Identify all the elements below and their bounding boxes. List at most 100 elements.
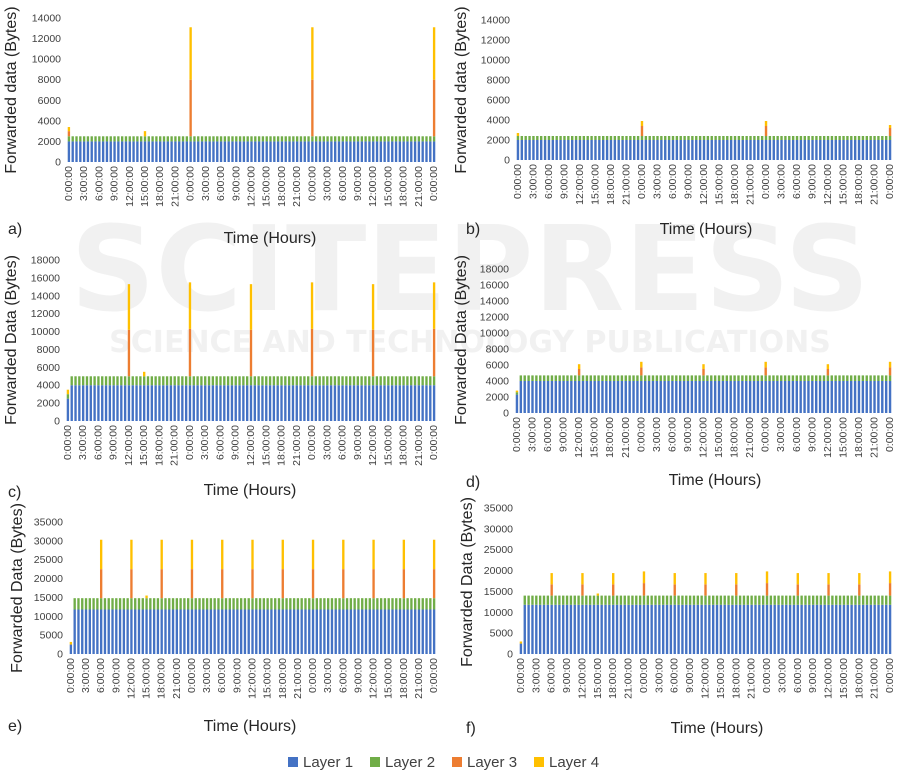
bar-segment-layer2 <box>877 136 880 140</box>
bar-segment-layer3 <box>735 584 738 596</box>
bar-segment-layer1 <box>345 141 348 162</box>
bar-segment-layer1 <box>721 381 725 413</box>
bar-segment-layer2 <box>854 595 857 605</box>
bar-segment-layer2 <box>764 375 767 381</box>
bar-segment-layer2 <box>190 598 194 610</box>
bar-segment-layer2 <box>729 136 733 140</box>
bar-segment-layer2 <box>368 376 371 386</box>
bar-segment-layer2 <box>677 595 680 605</box>
panel-letter: d) <box>466 474 480 491</box>
bar-segment-layer2 <box>246 376 249 386</box>
bar-segment-layer3 <box>188 328 192 377</box>
bar-segment-layer1 <box>773 604 776 654</box>
bar-segment-layer2 <box>410 598 413 610</box>
bar-segment-layer2 <box>523 595 526 605</box>
bar-segment-layer1 <box>660 140 663 160</box>
bar-segment-layer1 <box>605 381 608 413</box>
bar-segment-layer1 <box>842 604 846 654</box>
bar-segment-layer1 <box>604 604 607 654</box>
bar-segment-layer1 <box>593 381 596 413</box>
bar-segment-layer1 <box>627 604 630 654</box>
bar-segment-layer2 <box>266 598 269 610</box>
bar-segment-layer2 <box>704 595 707 605</box>
bar-segment-layer2 <box>231 136 234 142</box>
bar-segment-layer2 <box>869 375 872 381</box>
bar-segment-layer2 <box>261 376 264 386</box>
bar-segment-layer3 <box>160 569 163 599</box>
bar-segment-layer1 <box>881 381 884 413</box>
bar-segment-layer2 <box>717 375 721 381</box>
bar-segment-layer2 <box>288 136 291 142</box>
bar-segment-layer2 <box>398 598 402 610</box>
x-tick-label: 6:00:00 <box>95 658 107 693</box>
bar-segment-layer2 <box>640 136 644 140</box>
bar-segment-layer1 <box>221 609 224 654</box>
bar-segment-layer1 <box>82 141 86 162</box>
bar-segment-layer1 <box>679 140 682 160</box>
bar-segment-layer1 <box>644 140 648 160</box>
bar-segment-layer1 <box>94 141 97 162</box>
bar-segment-layer1 <box>566 381 569 413</box>
bar-segment-layer1 <box>307 385 310 421</box>
panel-letter: a) <box>8 221 22 238</box>
bar-segment-layer1 <box>531 381 534 413</box>
bar-segment-layer2 <box>158 376 161 386</box>
x-tick-label: 0:00:00 <box>306 166 318 201</box>
bar-segment-layer2 <box>768 375 771 381</box>
x-tick-label: 6:00:00 <box>337 166 349 201</box>
x-tick-label: 0:00:00 <box>65 658 77 693</box>
bar-segment-layer2 <box>135 376 138 386</box>
bar-segment-layer1 <box>625 140 628 160</box>
bar-segment-layer1 <box>315 609 318 654</box>
bar-segment-layer2 <box>745 375 748 381</box>
bar-segment-layer2 <box>612 595 615 605</box>
bar-segment-layer4 <box>581 573 584 585</box>
bar-segment-layer2 <box>636 136 640 140</box>
bar-segment-layer2 <box>103 598 107 610</box>
bar-segment-layer2 <box>741 375 744 381</box>
bar-segment-layer2 <box>303 376 306 386</box>
bar-segment-layer2 <box>706 136 710 140</box>
bar-segment-layer1 <box>276 385 279 421</box>
bar-segment-layer1 <box>723 604 726 654</box>
bar-segment-layer1 <box>609 381 612 413</box>
bar-segment-layer2 <box>721 375 725 381</box>
bar-segment-layer2 <box>284 376 287 386</box>
bar-segment-layer1 <box>745 140 748 160</box>
bar-segment-layer1 <box>570 381 573 413</box>
bar-segment-layer2 <box>185 136 189 142</box>
bar-segment-layer2 <box>379 598 383 610</box>
bar-segment-layer2 <box>299 376 302 386</box>
bar-segment-layer1 <box>651 381 655 413</box>
bar-segment-layer4 <box>189 27 192 80</box>
x-tick-label: 3:00:00 <box>775 417 787 452</box>
bar-segment-layer1 <box>569 604 573 654</box>
bar-segment-layer1 <box>538 604 542 654</box>
bar-segment-layer2 <box>402 598 406 610</box>
bar-segment-layer2 <box>303 136 306 142</box>
bar-segment-layer1 <box>760 381 763 413</box>
bar-segment-layer3 <box>130 569 133 599</box>
bar-segment-layer2 <box>88 598 91 610</box>
bar-segment-layer1 <box>410 385 413 421</box>
bar-segment-layer3 <box>249 329 253 377</box>
bar-segment-layer1 <box>681 604 684 654</box>
bar-segment-layer1 <box>532 140 535 160</box>
bar-segment-layer1 <box>582 140 586 160</box>
bar-segment-layer4 <box>642 571 646 584</box>
bar-segment-layer1 <box>69 644 73 654</box>
bar-segment-layer2 <box>262 598 266 610</box>
bar-segment-layer2 <box>535 595 538 605</box>
x-tick-label: 15:00:00 <box>261 166 273 207</box>
bar-segment-layer2 <box>558 375 561 381</box>
bar-segment-layer1 <box>592 604 596 654</box>
bar-segment-layer2 <box>107 598 110 610</box>
bar-segment-layer2 <box>425 376 428 386</box>
bar-segment-layer1 <box>270 609 273 654</box>
bar-segment-layer1 <box>799 140 803 160</box>
x-tick-label: 21:00:00 <box>869 164 881 205</box>
bar-segment-layer2 <box>858 595 861 605</box>
x-tick-label: 15:00:00 <box>383 658 395 699</box>
bar-segment-layer2 <box>77 598 80 610</box>
bar-segment-layer1 <box>780 381 783 413</box>
